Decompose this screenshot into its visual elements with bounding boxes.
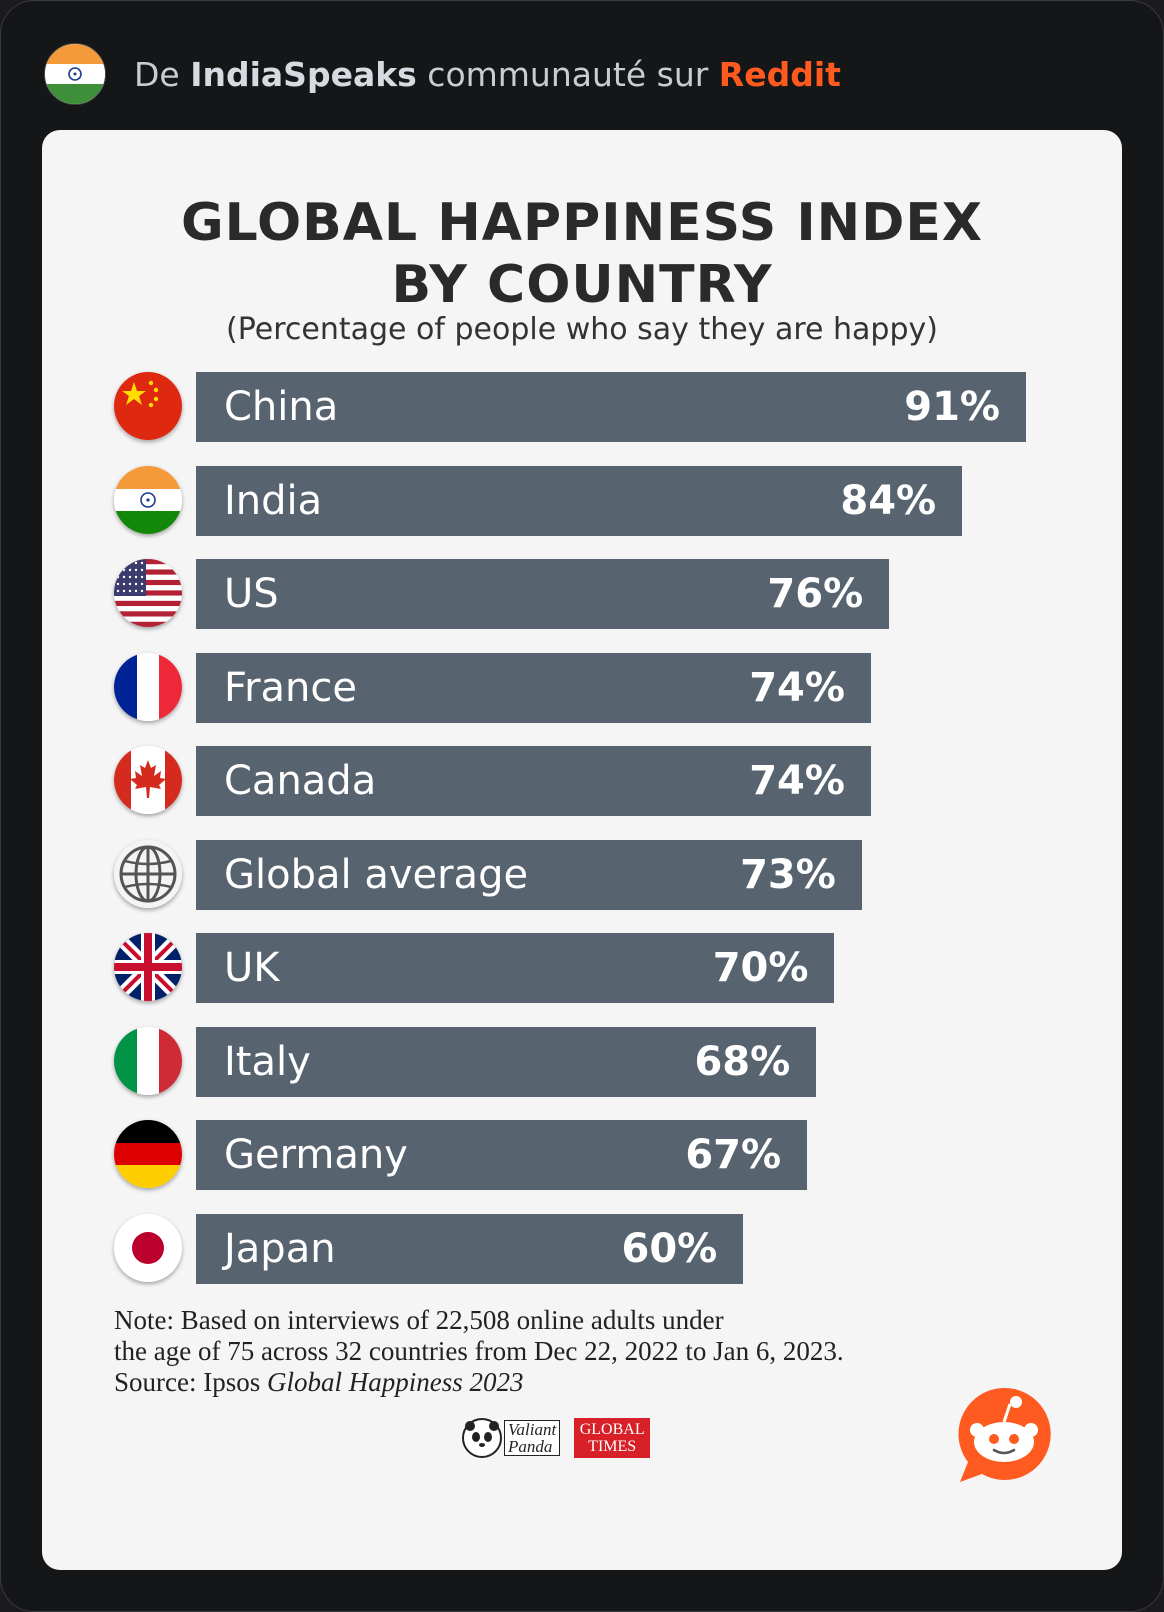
bar-row: US 76%: [42, 559, 1122, 629]
bar: France 74%: [196, 652, 871, 723]
bar-category-label: US: [224, 571, 279, 617]
reddit-snoo-icon[interactable]: [952, 1382, 1056, 1486]
bar: Germany 67%: [196, 1120, 808, 1190]
canada-flag-icon: [114, 746, 182, 814]
bar-value-label: 73%: [740, 851, 836, 898]
bar: India 84%: [196, 465, 963, 536]
china-flag-icon: [114, 372, 182, 440]
italy-flag-icon: [114, 1026, 182, 1095]
source-line: Source: Ipsos Global Happiness 2023: [114, 1367, 1014, 1398]
note-line2: the age of 75 across 32 countries from D…: [114, 1336, 844, 1366]
bar-value-label: 74%: [749, 664, 845, 711]
bar-category-label: India: [224, 477, 323, 524]
bar-category-label: Italy: [224, 1038, 311, 1085]
chart-title-line1: GLOBAL HAPPINESS INDEX: [181, 193, 983, 253]
bar-row: Italy 68%: [42, 1026, 1122, 1097]
gt-line2: TIMES: [588, 1438, 637, 1455]
bar-row: Japan 60%: [42, 1213, 1122, 1284]
bar-category-label: Japan: [224, 1225, 336, 1272]
chart-subtitle: (Percentage of people who say they are h…: [226, 312, 938, 347]
source-prefix-text: Source: Ipsos: [114, 1367, 267, 1397]
bar: Global average 73%: [196, 839, 862, 910]
bar-row: India 84%: [42, 465, 1122, 536]
panda-icon: [462, 1418, 502, 1458]
bar: US 76%: [196, 559, 890, 629]
bar-category-label: France: [224, 664, 358, 711]
bar-value-label: 76%: [767, 571, 864, 617]
bar: Italy 68%: [196, 1026, 817, 1097]
infographic-card: GLOBAL HAPPINESS INDEX BY COUNTRY (Perce…: [42, 130, 1122, 1570]
bar-row: Global average 73%: [42, 839, 1122, 910]
bar-value-label: 91%: [904, 384, 1000, 430]
platform-name[interactable]: Reddit: [718, 54, 841, 94]
bar-category-label: Global average: [224, 851, 529, 898]
bar-row: Canada 74%: [42, 746, 1122, 816]
bar-value-label: 70%: [712, 945, 809, 991]
bar-row: UK 70%: [42, 933, 1122, 1003]
bar: UK 70%: [196, 933, 835, 1003]
globe-icon: [114, 839, 182, 908]
source-header[interactable]: De IndiaSpeaks communauté sur Reddit: [44, 43, 841, 105]
bar-category-label: Germany: [224, 1132, 408, 1178]
source-middle: communauté sur: [416, 54, 719, 94]
bar-row: China 91%: [42, 372, 1122, 442]
source-line: De IndiaSpeaks communauté sur Reddit: [134, 55, 841, 94]
valiant-panda-wordmark: Valiant Panda: [504, 1420, 561, 1456]
us-flag-icon: [114, 559, 182, 627]
chart-title: GLOBAL HAPPINESS INDEX BY COUNTRY: [42, 192, 1122, 316]
germany-flag-icon: [114, 1120, 182, 1188]
gt-line1: GLOBAL: [579, 1421, 645, 1438]
bar-value-label: 68%: [694, 1038, 791, 1085]
community-name[interactable]: IndiaSpeaks: [190, 54, 417, 94]
bar-value-label: 84%: [840, 477, 937, 524]
source-title: Global Happiness 2023: [266, 1367, 524, 1397]
uk-flag-icon: [114, 933, 182, 1001]
global-times-logo: GLOBAL TIMES: [574, 1418, 651, 1458]
bar-category-label: China: [224, 384, 339, 430]
bar-value-label: 60%: [621, 1225, 718, 1272]
note-block: Note: Based on interviews of 22,508 onli…: [114, 1305, 1014, 1398]
bar-value-label: 74%: [749, 758, 845, 804]
bar: Canada 74%: [196, 746, 871, 816]
valiant-panda-logo: Valiant Panda: [462, 1418, 561, 1458]
japan-flag-icon: [114, 1213, 182, 1282]
bar-chart: China 91% India 84% US 76% France 74% Canada 74% G…: [42, 130, 1122, 1570]
panda-line2: Panda: [508, 1437, 553, 1456]
bar-category-label: UK: [224, 945, 280, 991]
note-line1: Note: Based on interviews of 22,508 onli…: [114, 1305, 724, 1335]
chart-title-line2: BY COUNTRY: [391, 255, 773, 315]
bar: Japan 60%: [196, 1213, 744, 1284]
publisher-logos: Valiant Panda GLOBAL TIMES: [462, 1416, 651, 1460]
bar-row: Germany 67%: [42, 1120, 1122, 1190]
bar-row: France 74%: [42, 652, 1122, 723]
india-flag-icon: [114, 465, 182, 534]
india-flag-icon: [44, 43, 106, 105]
bar-value-label: 67%: [685, 1132, 782, 1178]
france-flag-icon: [114, 652, 182, 721]
bar-category-label: Canada: [224, 758, 377, 804]
source-prefix: De: [134, 54, 191, 94]
bar: China 91%: [196, 372, 1026, 442]
panda-line1: Valiant: [508, 1420, 557, 1439]
